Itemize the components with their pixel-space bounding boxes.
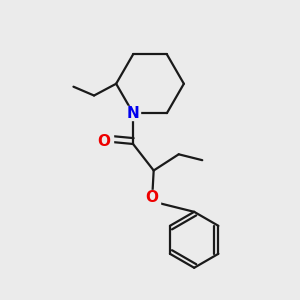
Bar (145, 190, 160, 205)
Text: N: N (127, 106, 140, 121)
Bar (96, 134, 113, 150)
Bar (126, 106, 140, 120)
Text: O: O (146, 190, 159, 205)
Text: O: O (98, 134, 110, 149)
